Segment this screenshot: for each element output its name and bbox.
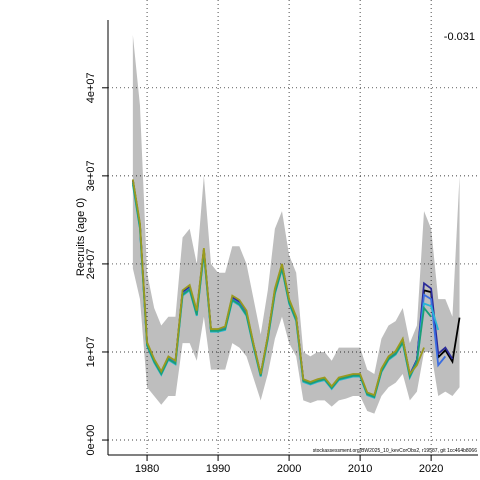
y-tick-label: 2e+07	[85, 248, 97, 279]
footer: stockassessment.org/BW2025_10_kevCorObs2…	[313, 448, 477, 454]
y-tick-label: 0e+00	[85, 425, 97, 456]
series-line	[131, 179, 425, 397]
x-tick-label: 1980	[135, 463, 159, 475]
annotation: -0.031	[444, 31, 475, 43]
y-tick-label: 3e+07	[85, 160, 97, 191]
y-tick-label: 4e+07	[85, 72, 97, 103]
x-tick-label: 2020	[419, 463, 443, 475]
y-tick-label: 1e+07	[85, 337, 97, 368]
y-axis-label: Recruits (age 0)	[75, 198, 87, 276]
confidence-band	[132, 34, 460, 414]
x-tick-label: 1990	[206, 463, 230, 475]
x-tick-label: 2000	[277, 463, 301, 475]
x-tick-label: 2010	[348, 463, 372, 475]
